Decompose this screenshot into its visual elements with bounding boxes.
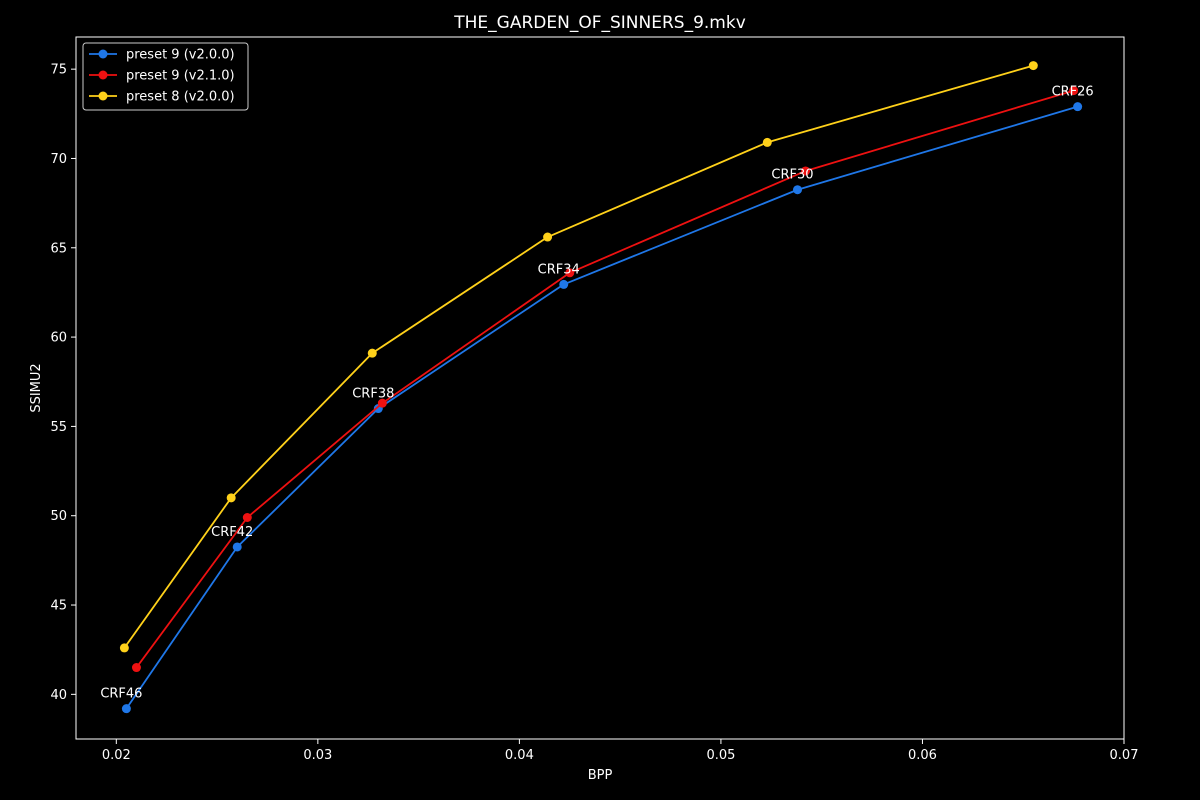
crf-annotation: CRF38 <box>352 387 394 402</box>
crf-annotation: CRF46 <box>100 687 142 702</box>
crf-annotation: CRF26 <box>1052 85 1094 100</box>
legend-item: preset 9 (v2.1.0) <box>89 69 235 84</box>
y-tick-label: 65 <box>50 241 67 256</box>
crf-annotation: CRF42 <box>211 525 253 540</box>
data-point <box>801 166 811 176</box>
legend-item: preset 9 (v2.0.0) <box>89 48 235 63</box>
series-3 <box>119 61 1038 653</box>
data-point <box>226 493 236 503</box>
data-point <box>559 279 569 289</box>
data-point <box>377 398 387 408</box>
crf-annotation: CRF30 <box>771 168 813 183</box>
x-tick-label: 0.07 <box>1110 748 1139 763</box>
y-tick-label: 60 <box>50 331 67 346</box>
series-line <box>125 105 1078 710</box>
data-point <box>367 348 377 358</box>
data-point <box>121 704 131 714</box>
legend-label: preset 9 (v2.1.0) <box>126 69 235 84</box>
legend-marker <box>98 91 108 101</box>
series-line <box>123 64 1034 649</box>
legend-label: preset 8 (v2.0.0) <box>126 90 235 105</box>
y-tick-label: 45 <box>50 599 67 614</box>
data-point <box>762 137 772 147</box>
data-point <box>1073 102 1083 112</box>
series-line <box>135 89 1074 669</box>
data-point <box>131 663 141 673</box>
series-2 <box>131 86 1079 673</box>
legend-marker <box>98 70 108 80</box>
x-tick-label: 0.05 <box>706 748 735 763</box>
data-point <box>119 643 129 653</box>
series-1 <box>121 102 1083 714</box>
data-point <box>1028 61 1038 71</box>
x-tick-label: 0.02 <box>102 748 131 763</box>
data-point <box>565 268 575 278</box>
data-point <box>1069 86 1079 96</box>
x-tick-label: 0.03 <box>303 748 332 763</box>
legend-item: preset 8 (v2.0.0) <box>89 90 235 105</box>
legend: preset 9 (v2.0.0) preset 9 (v2.1.0) preset… <box>82 42 249 111</box>
data-point <box>232 542 242 552</box>
axes-frame <box>75 36 1125 740</box>
crf-annotation: CRF34 <box>538 262 580 277</box>
y-tick-label: 40 <box>50 688 67 703</box>
legend-label: preset 9 (v2.0.0) <box>126 48 235 63</box>
chart-title: THE_GARDEN_OF_SINNERS_9.mkv <box>453 13 746 33</box>
x-tick-label: 0.04 <box>505 748 534 763</box>
y-tick-label: 70 <box>50 152 67 167</box>
y-axis-label: SSIMU2 <box>29 363 44 412</box>
x-tick-label: 0.06 <box>908 748 937 763</box>
data-point <box>543 232 553 242</box>
x-axis-label: BPP <box>588 768 613 783</box>
y-tick-label: 75 <box>50 63 67 78</box>
legend-box <box>82 42 249 111</box>
legend-marker <box>98 49 108 59</box>
plot-area: 0.02 0.03 0.04 0.05 0.06 0.07 40 45 50 55 60 65 70 75… <box>50 36 1139 763</box>
y-tick-label: 50 <box>50 509 67 524</box>
y-tick-label: 55 <box>50 420 67 435</box>
data-point <box>242 513 252 523</box>
data-point <box>793 185 803 195</box>
